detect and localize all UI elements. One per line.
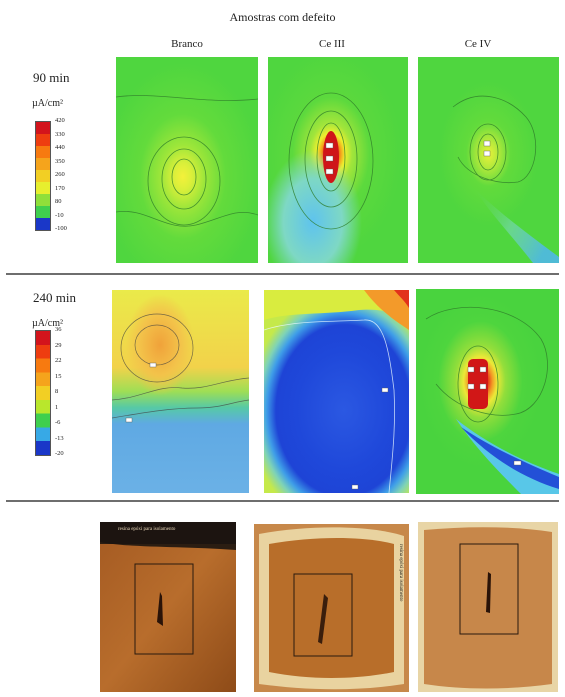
caption-epoxy-left: resina epóxi para isolamento	[118, 527, 176, 532]
photo-ce-iv	[418, 522, 558, 692]
column-header-ce-iv: Ce IV	[464, 38, 492, 50]
caption-epoxy-middle: resina epóxi para isolamento	[398, 544, 403, 602]
map-240min-ce-iv	[416, 289, 559, 494]
row-divider-top	[6, 273, 559, 275]
row2-time-label: 240 min	[33, 290, 76, 305]
tick-label: 15	[55, 372, 62, 380]
row1-time-label: 90 min	[33, 70, 70, 85]
row1-colorbar	[35, 121, 51, 231]
map-240min-branco	[112, 290, 249, 493]
column-header-ce-iii: Ce III	[319, 38, 345, 50]
tick-label: 440	[55, 144, 65, 151]
map-240min-ce-iii	[264, 290, 409, 493]
tick-label: 1	[55, 403, 59, 411]
tick-label: -20	[55, 450, 64, 457]
photo-branco: resina epóxi para isolamento	[100, 522, 236, 692]
row2-colorbar	[35, 330, 51, 456]
tick-label: 350	[55, 157, 65, 165]
map-90min-ce-iv	[418, 57, 559, 263]
tick-label: 80	[55, 198, 62, 205]
tick-label: -100	[55, 225, 67, 232]
tick-label: -10	[55, 211, 64, 219]
tick-label: 8	[55, 388, 59, 395]
row2-unit-label: µA/cm²	[32, 318, 63, 329]
column-header-branco: Branco	[171, 38, 203, 50]
tick-label: -13	[55, 434, 64, 442]
row2-tick-labels: 36 29 22 15 8 1 -6 -13 -20	[55, 326, 95, 456]
tick-label: 29	[55, 341, 62, 349]
tick-label: 330	[55, 130, 65, 138]
map-90min-branco	[116, 57, 258, 263]
tick-label: 170	[55, 184, 65, 192]
tick-label: -6	[55, 419, 61, 426]
row-divider-bottom	[6, 500, 559, 502]
tick-label: 22	[55, 357, 62, 364]
row1-unit-label: µA/cm²	[32, 98, 63, 109]
tick-label: 36	[55, 326, 62, 333]
figure-title: Amostras com defeito	[229, 10, 336, 24]
row1-tick-labels: 420 330 440 350 260 170 80 -10 -100	[55, 117, 95, 231]
map-90min-ce-iii	[268, 57, 408, 263]
photo-ce-iii: resina epóxi para isolamento	[254, 524, 409, 692]
tick-label: 260	[55, 171, 65, 178]
tick-label: 420	[55, 117, 65, 124]
